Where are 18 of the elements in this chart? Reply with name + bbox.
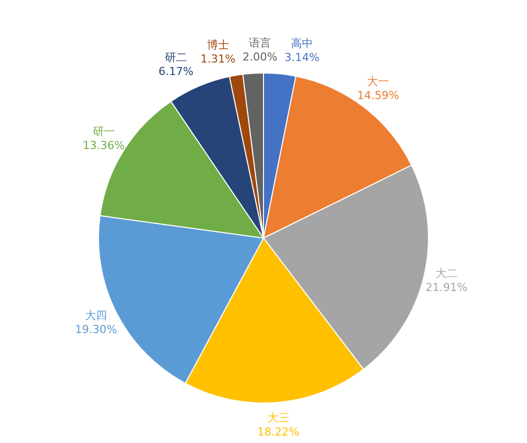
slice-label: 语言 [248,36,271,50]
data-label: 6.17% [158,64,194,78]
slice-label: 大二 [435,267,458,280]
slice-label: 大一 [367,74,390,88]
data-label: 18.22% [257,425,300,438]
data-label: 14.59% [357,88,400,102]
slice-label: 博士 [206,38,229,52]
data-label: 19.30% [74,323,117,336]
data-label: 1.31% [200,52,236,66]
data-label: 21.91% [426,281,468,294]
slice-label: 研二 [164,50,187,64]
data-label: 13.36% [82,138,125,152]
slice-label: 研一 [92,124,115,138]
data-label: 3.14% [284,50,320,64]
slice-label: 大四 [84,309,107,322]
slice-label: 大三 [267,411,290,424]
slice-label: 高中 [290,36,313,50]
data-label: 2.00% [242,50,278,64]
